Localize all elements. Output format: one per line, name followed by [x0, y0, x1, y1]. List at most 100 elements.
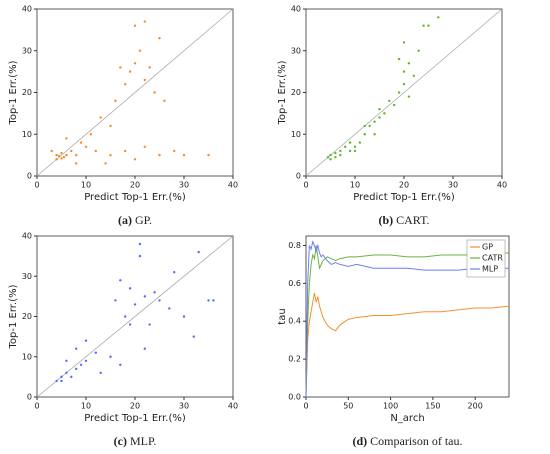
x-tick-label: 20 [130, 181, 140, 190]
legend-label: GP [482, 243, 493, 252]
point [84, 145, 88, 148]
point [99, 371, 102, 375]
point [402, 41, 406, 44]
x-tick-label: 40 [228, 181, 238, 190]
series-line [305, 245, 509, 398]
point [62, 156, 66, 159]
y-tick-label: 0 [27, 393, 32, 402]
y-tick-label: 30 [291, 46, 301, 55]
point [192, 335, 195, 338]
y-tick-label: 0.2 [288, 355, 301, 364]
point [363, 124, 366, 128]
point [99, 116, 102, 119]
point [348, 141, 352, 144]
x-tick-label: 40 [497, 181, 507, 190]
caption: (d) Comparison of tau. [353, 434, 463, 448]
point [437, 16, 440, 19]
legend-label: CATR [482, 254, 503, 263]
point [89, 133, 93, 136]
point [79, 141, 83, 144]
point [422, 24, 425, 27]
point [70, 149, 73, 153]
reference-line [305, 8, 503, 177]
x-tick-label: 0 [34, 181, 39, 190]
caption: (c) MLP. [114, 434, 157, 448]
point [109, 153, 112, 157]
y-tick-label: 40 [291, 5, 301, 14]
point [344, 145, 347, 148]
point [334, 151, 337, 155]
point [109, 355, 112, 358]
y-axis-label: Top-1 Err.(%) [8, 60, 19, 125]
point [133, 303, 137, 306]
point [358, 141, 362, 144]
point [182, 315, 186, 318]
point [84, 359, 88, 362]
reference-line [36, 235, 234, 398]
point [133, 24, 137, 27]
point [212, 299, 215, 302]
y-axis-label: tau [277, 308, 288, 324]
y-tick-label: 0.4 [288, 317, 301, 326]
point [402, 70, 406, 73]
point [94, 149, 98, 153]
x-tick-label: 0 [303, 402, 308, 411]
x-tick-label: 10 [81, 181, 91, 190]
point [133, 158, 137, 161]
point [353, 145, 357, 148]
point [128, 287, 132, 290]
point [158, 299, 161, 302]
point [427, 24, 430, 27]
point [373, 120, 376, 123]
point [329, 158, 332, 161]
point [339, 153, 342, 157]
point [158, 153, 161, 157]
y-tick-label: 20 [22, 312, 32, 321]
x-tick-label: 200 [468, 402, 483, 411]
point [60, 151, 63, 155]
point [124, 82, 127, 86]
point [148, 66, 151, 69]
caption: (a) GP. [118, 213, 152, 227]
point [109, 124, 112, 128]
point [373, 133, 376, 136]
x-tick-label: 0 [34, 402, 39, 411]
point [329, 153, 332, 157]
point [173, 149, 176, 153]
point [348, 149, 352, 153]
point [128, 70, 132, 73]
point [197, 250, 200, 254]
point [57, 154, 61, 158]
y-tick-label: 0.8 [288, 241, 301, 250]
point [114, 99, 117, 103]
point [378, 116, 381, 119]
point [207, 153, 210, 157]
point [402, 82, 406, 86]
point [114, 299, 117, 302]
y-tick-label: 10 [22, 352, 32, 361]
y-tick-label: 0.6 [288, 279, 301, 288]
point [397, 57, 401, 61]
x-tick-label: 10 [350, 181, 360, 190]
x-tick-label: 30 [448, 181, 458, 190]
x-tick-label: 100 [383, 402, 398, 411]
point [173, 271, 176, 274]
x-tick-label: 40 [228, 402, 238, 411]
point [326, 156, 330, 159]
reference-line [36, 8, 234, 177]
x-tick-label: 20 [399, 181, 409, 190]
y-axis-label: Top-1 Err.(%) [8, 284, 19, 349]
x-tick-label: 30 [179, 402, 189, 411]
point [334, 156, 337, 159]
point [378, 108, 381, 111]
caption-label: (d) [353, 434, 368, 448]
x-axis-label: Predict Top-1 Err.(%) [353, 192, 455, 203]
point [75, 347, 78, 350]
point [50, 149, 53, 153]
point [353, 149, 357, 153]
plot-frame [305, 235, 510, 398]
y-tick-label: 0 [296, 172, 301, 181]
point [397, 91, 401, 94]
point [182, 153, 186, 157]
